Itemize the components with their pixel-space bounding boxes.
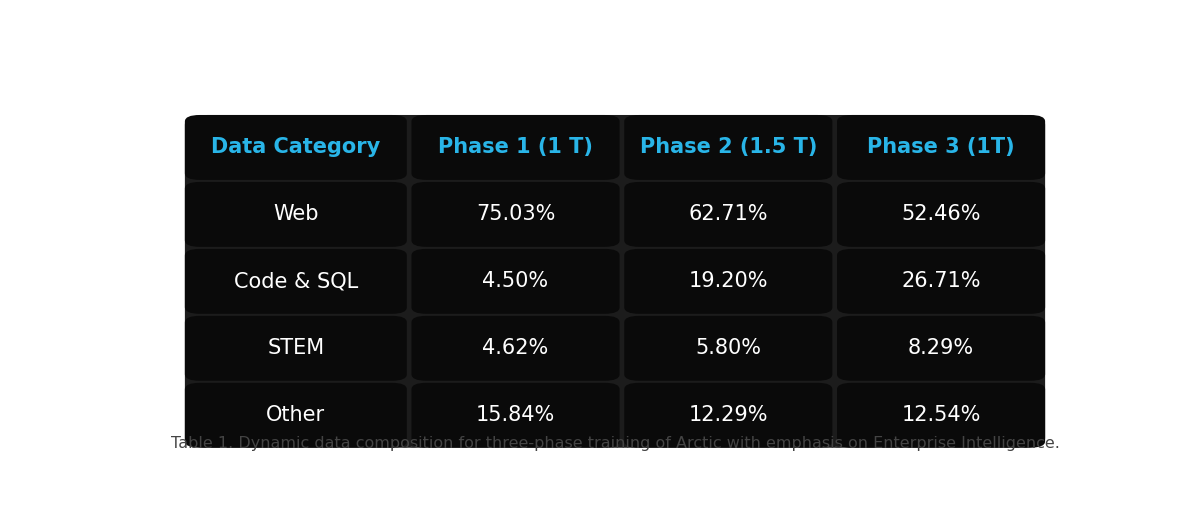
FancyBboxPatch shape <box>838 115 1045 180</box>
FancyBboxPatch shape <box>412 115 619 180</box>
FancyBboxPatch shape <box>838 316 1045 381</box>
FancyBboxPatch shape <box>185 115 1045 448</box>
Text: 12.29%: 12.29% <box>689 405 768 425</box>
Text: Code & SQL: Code & SQL <box>234 271 358 291</box>
FancyBboxPatch shape <box>412 182 619 247</box>
FancyBboxPatch shape <box>185 316 407 381</box>
FancyBboxPatch shape <box>838 383 1045 448</box>
FancyBboxPatch shape <box>185 383 407 448</box>
FancyBboxPatch shape <box>412 316 619 381</box>
Text: 12.54%: 12.54% <box>901 405 980 425</box>
Text: Data Category: Data Category <box>211 138 380 158</box>
Text: 15.84%: 15.84% <box>476 405 556 425</box>
FancyBboxPatch shape <box>624 316 833 381</box>
Text: 5.80%: 5.80% <box>695 338 761 358</box>
Text: Other: Other <box>266 405 325 425</box>
Text: Table 1. Dynamic data composition for three-phase training of Arctic with emphas: Table 1. Dynamic data composition for th… <box>170 436 1060 451</box>
Text: 4.50%: 4.50% <box>482 271 548 291</box>
Text: Phase 3 (1T): Phase 3 (1T) <box>868 138 1015 158</box>
FancyBboxPatch shape <box>624 249 833 314</box>
Text: 8.29%: 8.29% <box>908 338 974 358</box>
FancyBboxPatch shape <box>412 249 619 314</box>
Text: 19.20%: 19.20% <box>689 271 768 291</box>
Text: 4.62%: 4.62% <box>482 338 548 358</box>
Text: Phase 2 (1.5 T): Phase 2 (1.5 T) <box>640 138 817 158</box>
FancyBboxPatch shape <box>838 182 1045 247</box>
Text: 52.46%: 52.46% <box>901 204 980 225</box>
Text: 62.71%: 62.71% <box>689 204 768 225</box>
Text: Phase 1 (1 T): Phase 1 (1 T) <box>438 138 593 158</box>
FancyBboxPatch shape <box>185 115 407 180</box>
FancyBboxPatch shape <box>185 182 407 247</box>
FancyBboxPatch shape <box>624 383 833 448</box>
FancyBboxPatch shape <box>412 383 619 448</box>
FancyBboxPatch shape <box>185 249 407 314</box>
FancyBboxPatch shape <box>624 115 833 180</box>
Text: 26.71%: 26.71% <box>901 271 980 291</box>
Text: STEM: STEM <box>268 338 324 358</box>
FancyBboxPatch shape <box>624 182 833 247</box>
FancyBboxPatch shape <box>838 249 1045 314</box>
Text: 75.03%: 75.03% <box>476 204 556 225</box>
Text: Web: Web <box>274 204 319 225</box>
